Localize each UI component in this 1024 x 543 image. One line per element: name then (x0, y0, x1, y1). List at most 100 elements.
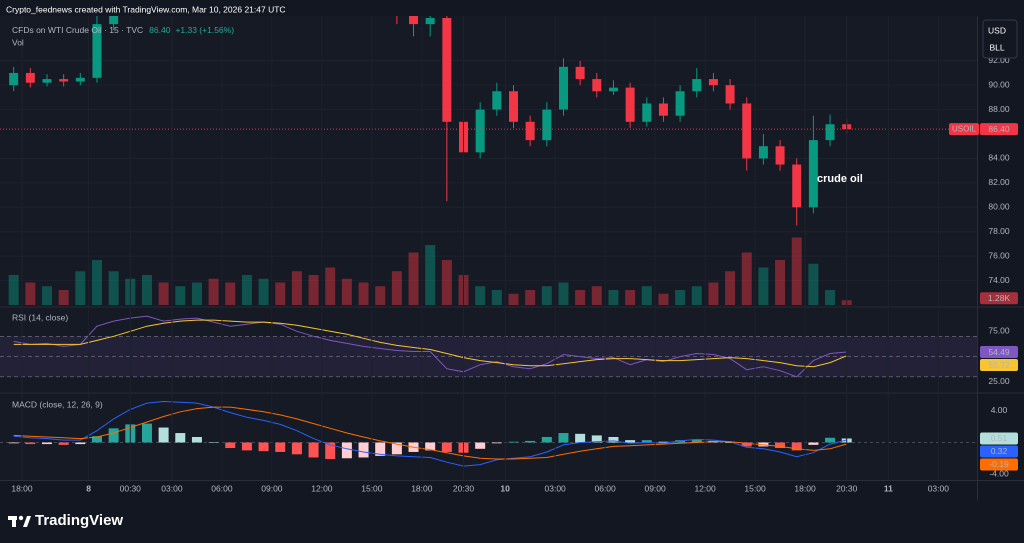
x-tick-label: 10 (500, 483, 510, 493)
candle-body (409, 16, 419, 25)
histogram-bar (575, 433, 586, 443)
volume-bar (291, 271, 302, 305)
brand-logo (8, 515, 31, 527)
caption: Crypto_feednews created with TradingView… (6, 4, 286, 14)
histogram-bar (558, 433, 569, 443)
volume-bar (208, 278, 219, 305)
volume-bar (558, 282, 569, 305)
histogram-bar (241, 442, 252, 451)
x-tick-label: 18:00 (794, 483, 816, 493)
candle-body (792, 164, 802, 208)
volume-bar (791, 237, 802, 305)
histogram-bar (591, 435, 602, 443)
band-fill (0, 336, 977, 377)
volume-bar (258, 278, 269, 305)
rsi-pane (0, 308, 977, 392)
series-label: 54.49 (988, 347, 1010, 357)
candle-body (92, 24, 102, 78)
candle-body (109, 16, 119, 25)
histogram-bar (491, 442, 502, 444)
legend-price: 86.40 (149, 25, 171, 35)
candle-body (425, 18, 435, 25)
histogram-bar (441, 442, 452, 452)
candle-body (675, 91, 685, 116)
histogram-bar (725, 442, 736, 444)
series-label: 0.32 (991, 446, 1008, 456)
histogram-bar (41, 442, 52, 445)
volume-bar (808, 263, 819, 305)
y-tick-label: 4.00 (991, 405, 1008, 415)
candle-body (525, 121, 535, 141)
histogram-label-bg (980, 432, 1018, 445)
volume-bar (625, 290, 636, 305)
volume-bar (375, 286, 386, 305)
histogram-bar (175, 433, 186, 443)
volume-bar (525, 290, 536, 305)
histogram-bar (58, 442, 69, 445)
volume-bar (725, 271, 736, 305)
histogram-bar (641, 440, 652, 443)
histogram-bar (425, 442, 436, 451)
histogram-bar (475, 442, 486, 449)
price-pane (0, 16, 977, 306)
y-tick-label: 25.00 (988, 376, 1010, 386)
candle-body (825, 124, 835, 141)
volume-bar (275, 282, 286, 305)
x-tick-label: 06:00 (594, 483, 616, 493)
volume-bar (191, 282, 202, 305)
histogram-bar (191, 436, 202, 443)
volume-bar (708, 282, 719, 305)
y-tick-label: 76.00 (988, 250, 1010, 260)
volume-label: 1.28K (988, 293, 1011, 303)
histogram-bar (158, 427, 169, 443)
currency: USD (988, 25, 1006, 35)
histogram-bar (108, 428, 119, 443)
volume-bar (108, 271, 119, 305)
volume-bar (141, 275, 152, 305)
volume-bar (658, 293, 669, 305)
histogram-bar (208, 442, 219, 444)
volume-bar (241, 275, 252, 305)
candle-body (692, 79, 702, 92)
y-tick-label: 90.00 (988, 79, 1010, 89)
histogram-bar (791, 442, 802, 451)
x-tick-label: 15:00 (744, 483, 766, 493)
y-tick-label: 82.00 (988, 177, 1010, 187)
volume-bar (391, 271, 402, 305)
rsi-plot (0, 315, 977, 378)
series-label-bg (980, 359, 1018, 372)
unit: BLL (989, 42, 1004, 52)
volume-bar (408, 252, 419, 305)
candle-body (592, 79, 602, 92)
candle-body (708, 79, 718, 86)
x-tick-label: 09:00 (644, 483, 666, 493)
volume-bar (608, 290, 619, 305)
volume-bar (58, 290, 69, 305)
x-tick-label: 18:00 (11, 483, 33, 493)
volume-bar (825, 290, 836, 305)
macd-title: MACD (close, 12, 26, 9) (12, 399, 103, 409)
currency-box[interactable] (982, 19, 1018, 59)
candle-body (508, 91, 518, 122)
volume-bar (25, 282, 36, 305)
volume-bar (675, 290, 686, 305)
y-tick-label: 84.00 (988, 153, 1010, 163)
histogram-bar (741, 442, 752, 447)
volume-bar (691, 286, 702, 305)
candle-body (492, 91, 502, 110)
histogram-bar (258, 442, 269, 452)
histogram-bar (375, 442, 386, 456)
x-tick-label: 03:00 (161, 483, 183, 493)
volume-bar (475, 286, 486, 305)
candle-body (758, 146, 768, 159)
candle-body (9, 72, 19, 86)
candle-body (725, 85, 735, 104)
x-tick-label: 03:00 (928, 483, 950, 493)
histogram-bar (141, 423, 152, 443)
histogram-bar (358, 442, 369, 458)
histogram-bar (691, 439, 702, 443)
volume-bar (425, 245, 436, 305)
histogram-bar (275, 442, 286, 452)
symbol-tag-bg (949, 123, 979, 136)
